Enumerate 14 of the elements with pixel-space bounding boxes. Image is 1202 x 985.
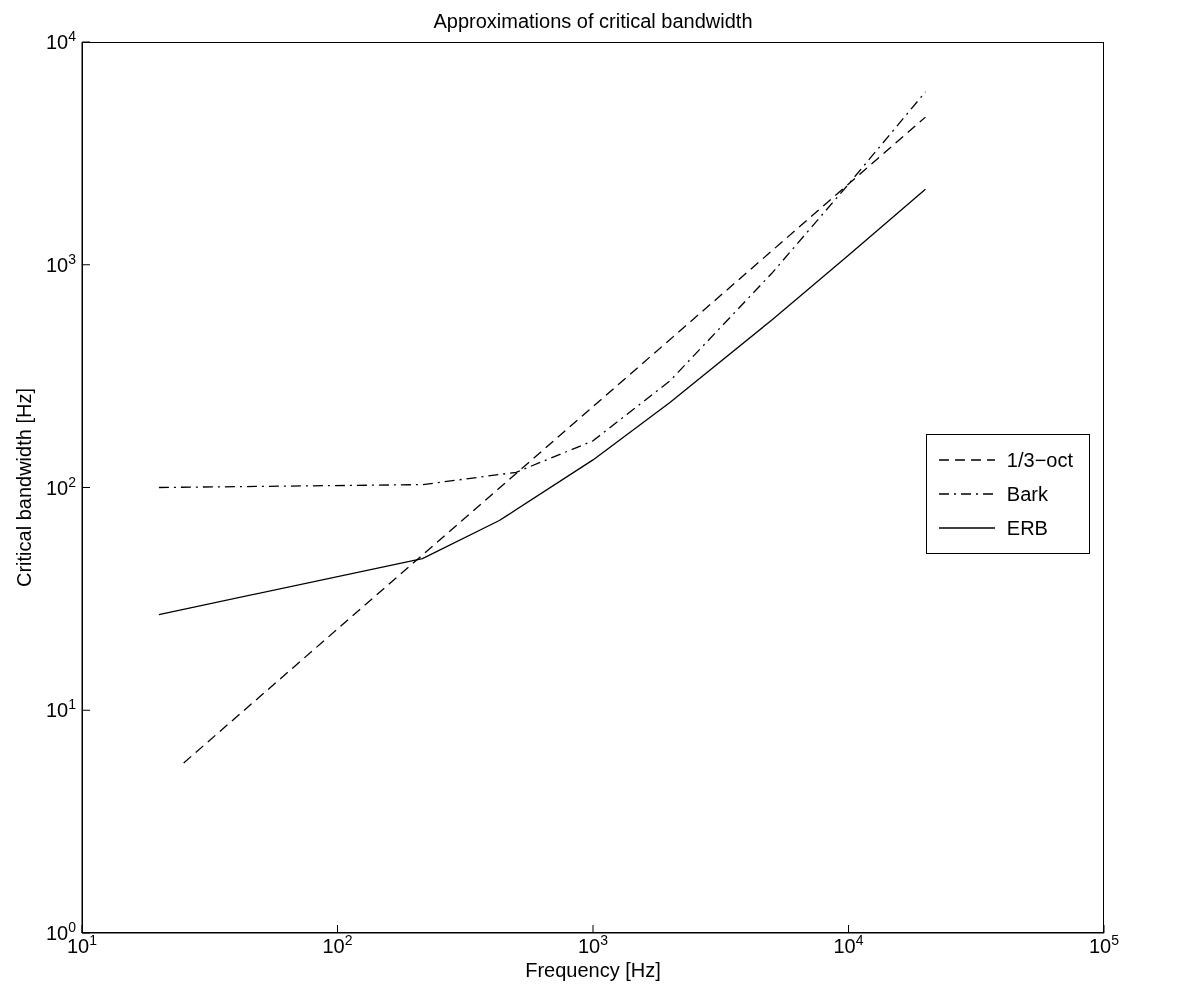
x-tick-label: 10$^{5}$: [1088, 932, 1120, 957]
legend-label: 1/3−oct: [1006, 448, 1073, 472]
y-axis-title: Critical bandwidth [Hz]: [12, 386, 36, 589]
y-tick-label: 10$^{4}$: [45, 28, 77, 53]
y-tick-label: 10$^{3}$: [45, 250, 77, 276]
x-tick-label: 10$^{4}$: [833, 932, 864, 957]
x-tick-label: 10$^{2}$: [322, 932, 353, 957]
y-tick-label: 10$^{2}$: [45, 473, 77, 499]
legend-label: ERB: [1006, 516, 1048, 540]
x-axis-title: Frequency [Hz]: [524, 959, 662, 982]
y-tick-label: 10$^{1}$: [45, 696, 77, 722]
legend-label: Bark: [1006, 482, 1048, 506]
x-tick-label: 10$^{3}$: [577, 932, 609, 957]
chart-title: Approximations of critical bandwidth: [432, 10, 754, 33]
